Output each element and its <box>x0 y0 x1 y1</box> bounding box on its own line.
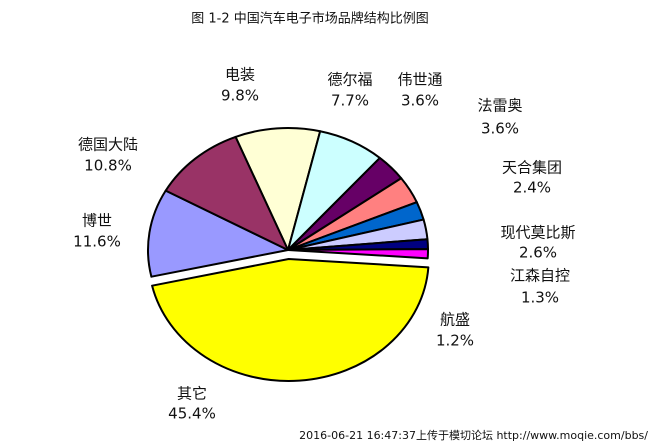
pie-slice <box>147 189 289 278</box>
slice-value: 2.4% <box>513 179 551 197</box>
slice-value: 1.2% <box>436 332 474 350</box>
pie-slice <box>287 248 429 260</box>
chart-title: 图 1-2 中国汽车电子市场品牌结构比例图 <box>191 11 429 27</box>
slice-value: 7.7% <box>331 92 369 110</box>
slice-name: 博世 <box>82 212 112 230</box>
slice-value: 3.6% <box>481 120 519 138</box>
slice-name: 电装 <box>225 66 255 84</box>
slice-name: 德国大陆 <box>78 136 138 154</box>
slice-value: 9.8% <box>221 87 259 105</box>
slice-value: 3.6% <box>401 92 439 110</box>
footer: 2016-06-21 16:47:37上传于模切论坛 http://www.mo… <box>299 428 648 442</box>
slice-name: 现代莫比斯 <box>500 224 575 242</box>
slice-value: 2.6% <box>519 244 557 262</box>
pie-slice <box>234 127 322 251</box>
slice-name: 航盛 <box>440 311 470 329</box>
slice-name: 法雷奥 <box>477 97 522 115</box>
pie-slice <box>164 135 289 251</box>
slice-name: 江森自控 <box>510 267 570 285</box>
slice-name: 德尔福 <box>327 71 372 89</box>
slice-value: 45.4% <box>168 405 216 423</box>
slice-value: 1.3% <box>521 289 559 307</box>
slice-value: 10.8% <box>84 157 132 175</box>
slice-name: 伟世通 <box>397 71 442 89</box>
slice-name: 天合集团 <box>502 159 562 177</box>
slice-value: 11.6% <box>73 233 121 251</box>
slice-name: 其它 <box>177 385 207 403</box>
pie-slice <box>151 257 430 382</box>
